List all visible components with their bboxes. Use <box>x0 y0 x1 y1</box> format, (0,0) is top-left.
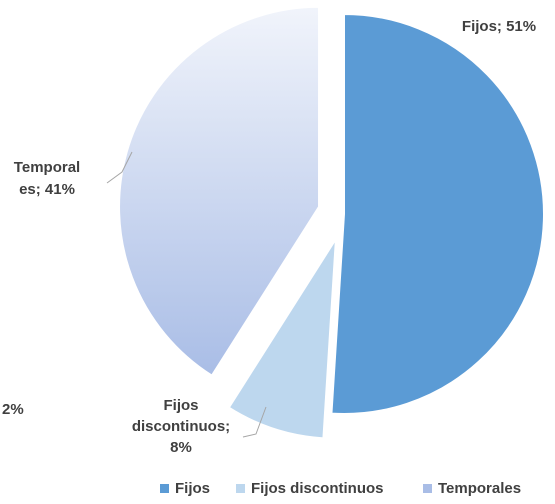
legend-label-fijos-discontinuos: Fijos discontinuos <box>251 480 384 497</box>
data-label-fijos: Fijos; 51% <box>462 18 536 35</box>
pie-slice-fijos <box>330 12 546 415</box>
stray-percent-label: 2% <box>2 401 24 418</box>
legend-item-fijos-discontinuos: Fijos discontinuos <box>236 480 384 497</box>
pie-svg: Fijos; 51% Fijos discontinuos; 8% Temporal es… <box>2 5 546 456</box>
legend-item-temporales: Temporales <box>423 480 521 497</box>
legend: Fijos Fijos discontinuos Temporales <box>0 480 555 504</box>
legend-swatch-fijos <box>160 484 169 493</box>
legend-label-fijos: Fijos <box>175 480 211 497</box>
legend-swatch-temporales <box>423 484 432 493</box>
legend-item-fijos: Fijos <box>160 480 210 497</box>
legend-swatch-fijos-discontinuos <box>236 484 245 493</box>
leader-line-fijos-discontinuos <box>242 406 267 438</box>
legend-label-temporales: Temporales <box>438 480 522 497</box>
data-label-fijos-discontinuos: Fijos discontinuos; 8% <box>132 397 230 456</box>
leader-line-temporales <box>106 151 133 184</box>
pie-slice-temporales <box>118 5 321 377</box>
pie-slice-fijos-discontinuos <box>227 238 337 440</box>
data-label-temporales: Temporal es; 41% <box>14 159 80 198</box>
